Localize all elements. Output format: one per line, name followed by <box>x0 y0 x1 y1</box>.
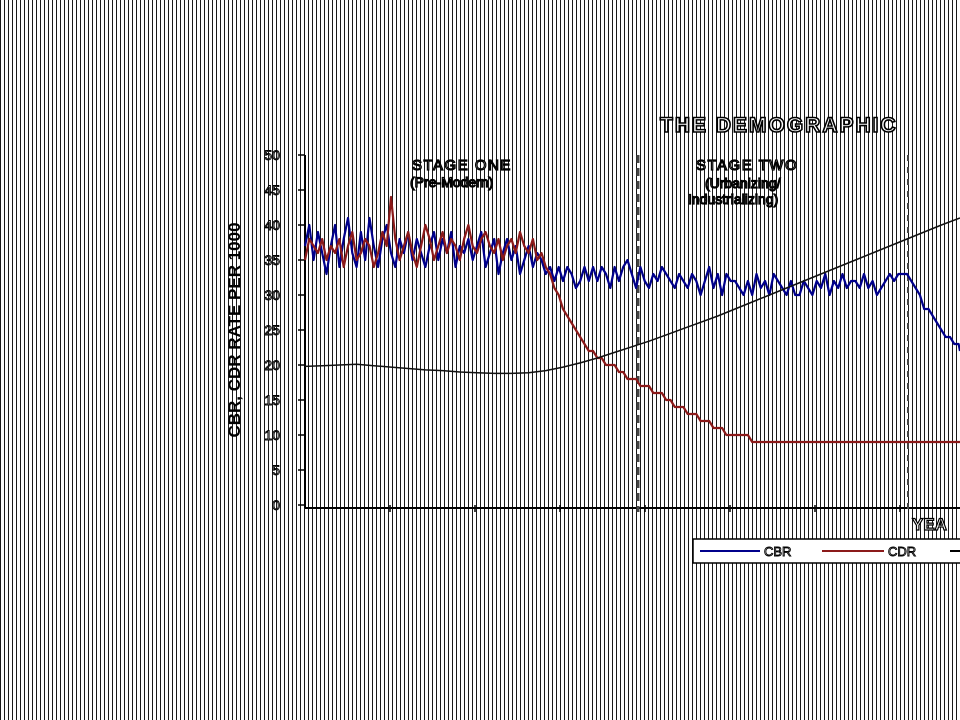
legend-label-cbr: CBR <box>764 544 791 559</box>
legend-label-cdr: CDR <box>888 544 916 559</box>
stage-two-sublabel-2: Industrializing) <box>688 191 778 207</box>
y-tick-label: 20 <box>264 357 280 373</box>
series-line-cdr <box>303 195 960 444</box>
y-tick-label: 30 <box>264 287 280 303</box>
stage-one-label: STAGE ONE <box>412 157 512 174</box>
chart-title: THE DEMOGRAPHIC <box>660 114 898 137</box>
stage-two-sublabel: (Urbanizing/ <box>705 175 781 191</box>
x-axis-ticks <box>389 505 901 512</box>
y-tick-label: 50 <box>264 147 280 163</box>
series-line-population <box>304 217 960 375</box>
y-tick-label: 45 <box>264 182 280 198</box>
y-axis-ticks: 0 5 10 15 20 25 30 35 40 45 50 <box>264 147 305 513</box>
y-axis-label: CBR, CDR RATE PER 1000 <box>225 222 244 437</box>
stage-one-sublabel: (Pre-Modern) <box>410 174 493 190</box>
y-tick-label: 0 <box>272 497 280 513</box>
series-line-cbr <box>303 216 960 352</box>
y-tick-label: 5 <box>272 462 280 478</box>
y-tick-label: 40 <box>264 217 280 233</box>
y-tick-label: 15 <box>264 392 280 408</box>
stage-two-label: STAGE TWO <box>696 157 798 174</box>
y-tick-label: 25 <box>264 322 280 338</box>
x-axis-label: YEA <box>912 515 947 534</box>
y-tick-label: 35 <box>264 252 280 268</box>
chart-series <box>303 195 960 444</box>
chart-legend: CBR CDR <box>692 538 960 564</box>
y-tick-label: 10 <box>264 427 280 443</box>
